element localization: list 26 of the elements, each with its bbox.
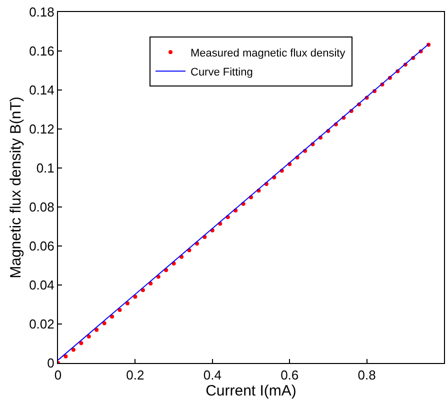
y-tick-label: 0.08 <box>29 200 54 215</box>
point <box>64 354 68 358</box>
y-tick-label: 0.16 <box>29 44 54 59</box>
point <box>102 321 106 326</box>
legend-label: Measured magnetic flux density <box>190 47 346 60</box>
y-axis-title: Magnetic flux density B(nT) <box>7 96 24 278</box>
y-tick-label: 0.18 <box>29 4 54 20</box>
point <box>125 301 130 306</box>
y-tick-label: 0.02 <box>29 316 54 332</box>
y-tick-label: 0.1 <box>36 160 54 176</box>
y-tick-label: 0 <box>47 356 54 371</box>
x-tick-label: 0.8 <box>358 368 376 383</box>
x-tick-label: 0.2 <box>126 368 144 383</box>
y-tick-label: 0.06 <box>29 238 54 254</box>
legend-label: Curve Fitting <box>190 66 253 78</box>
x-tick-label: 0.4 <box>203 368 222 383</box>
point <box>86 334 91 338</box>
x-axis-title: Current I(mA) <box>206 382 296 400</box>
point <box>71 348 76 352</box>
y-tick-label: 0.12 <box>29 122 54 137</box>
point <box>156 274 160 279</box>
point <box>94 328 99 332</box>
point <box>118 308 122 312</box>
y-tick-label: 0.04 <box>29 278 54 293</box>
y-tick-label: 0.14 <box>29 82 54 98</box>
x-tick-label: 0.6 <box>280 368 299 383</box>
